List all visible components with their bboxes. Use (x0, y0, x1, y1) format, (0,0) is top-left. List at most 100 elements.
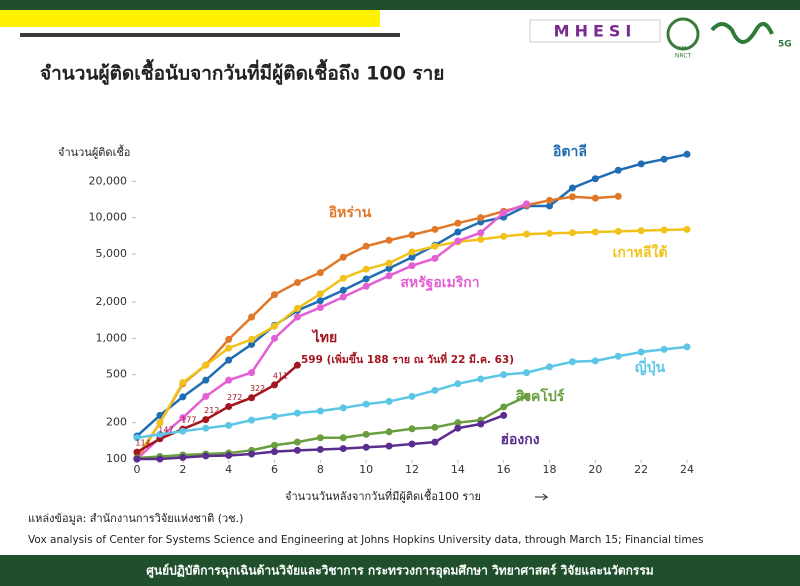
point (293, 438, 301, 446)
x-tick-label: 16 (497, 463, 511, 476)
point (225, 356, 233, 364)
point (431, 225, 439, 233)
point (431, 386, 439, 394)
point (408, 231, 416, 239)
point (500, 411, 508, 419)
point (225, 376, 233, 384)
series-label: สิงคโปร์ (515, 387, 565, 405)
point (362, 443, 370, 451)
point (179, 414, 187, 422)
x-tick-label: 18 (543, 463, 557, 476)
point (385, 442, 393, 450)
point (248, 340, 256, 348)
point (316, 297, 324, 305)
series-line (136, 202, 528, 460)
point (385, 259, 393, 267)
point (202, 416, 210, 424)
point (500, 209, 508, 217)
x-axis-title: จำนวนวันหลังจากวันที่มีผู้ติดเชื้อ100 รา… (285, 488, 481, 503)
point (683, 225, 691, 233)
point (431, 423, 439, 431)
y-tick-label: 1,000 (96, 331, 128, 344)
point (362, 430, 370, 438)
point (248, 335, 256, 343)
series-line (136, 395, 528, 460)
y-tick-label: 2,000 (96, 295, 128, 308)
point (500, 232, 508, 240)
footer-band (0, 555, 800, 586)
data-label: 114 (135, 439, 150, 448)
point (156, 419, 164, 427)
point (271, 381, 278, 389)
y-tick-label: 20,000 (89, 174, 128, 187)
point (454, 237, 462, 245)
x-tick-label: 22 (634, 463, 648, 476)
point (546, 196, 553, 204)
point (683, 343, 691, 351)
point (271, 441, 278, 449)
point (637, 348, 645, 356)
point (179, 379, 187, 387)
point (614, 227, 622, 235)
point (614, 352, 622, 360)
data-label: 322 (250, 384, 265, 393)
yellow-bar (0, 10, 380, 27)
x-tick-label: 12 (405, 463, 419, 476)
point (293, 279, 301, 287)
point (293, 361, 301, 369)
x-tick-label: 14 (451, 463, 465, 476)
y-tick-label: 100 (106, 452, 127, 465)
point (293, 304, 301, 312)
source2: Vox analysis of Center for Systems Scien… (28, 534, 704, 546)
point (248, 450, 256, 458)
point (179, 393, 187, 401)
x-arrow (535, 493, 549, 501)
point (431, 438, 439, 446)
source: แหล่งข้อมูล: สำนักงานการวิจัยแห่งชาติ (ว… (28, 512, 243, 525)
point (385, 428, 393, 436)
x-tick-label: 10 (359, 463, 373, 476)
point (660, 226, 668, 234)
point (362, 242, 370, 250)
y-axis-title: จำนวนผู้ติดเชื้อ (58, 144, 130, 159)
x-tick-label: 8 (317, 463, 324, 476)
point (179, 427, 187, 435)
point (454, 424, 462, 432)
logo3 (710, 22, 774, 44)
point (660, 345, 668, 353)
x-tick-label: 6 (271, 463, 278, 476)
point (568, 358, 576, 366)
logo2-text: วช. (678, 44, 689, 52)
point (637, 160, 645, 168)
point (385, 264, 393, 272)
point (683, 150, 691, 158)
point (202, 376, 210, 384)
point (385, 272, 393, 280)
point (133, 434, 141, 442)
logo-text: MHESI (554, 22, 637, 41)
point (546, 363, 553, 371)
data-label: 212 (204, 406, 219, 415)
data-label: 411 (273, 371, 288, 380)
title-rule (20, 33, 400, 37)
point (271, 334, 278, 342)
point (316, 304, 324, 312)
x-tick-label: 24 (680, 463, 694, 476)
point (546, 202, 553, 210)
series-label: ฮ่องกง (500, 432, 539, 448)
point (202, 361, 210, 369)
logo3-sub: 5G (778, 40, 792, 50)
y-tick-label: 5,000 (96, 247, 128, 260)
point (408, 392, 416, 400)
point (133, 455, 141, 463)
point (568, 229, 576, 237)
series-line (136, 364, 299, 454)
point (271, 448, 278, 456)
point (477, 214, 485, 222)
point (248, 416, 256, 424)
point (431, 242, 439, 250)
point (591, 175, 599, 183)
series-label: อิตาลี (552, 144, 587, 160)
point (408, 262, 416, 270)
point (477, 229, 485, 237)
